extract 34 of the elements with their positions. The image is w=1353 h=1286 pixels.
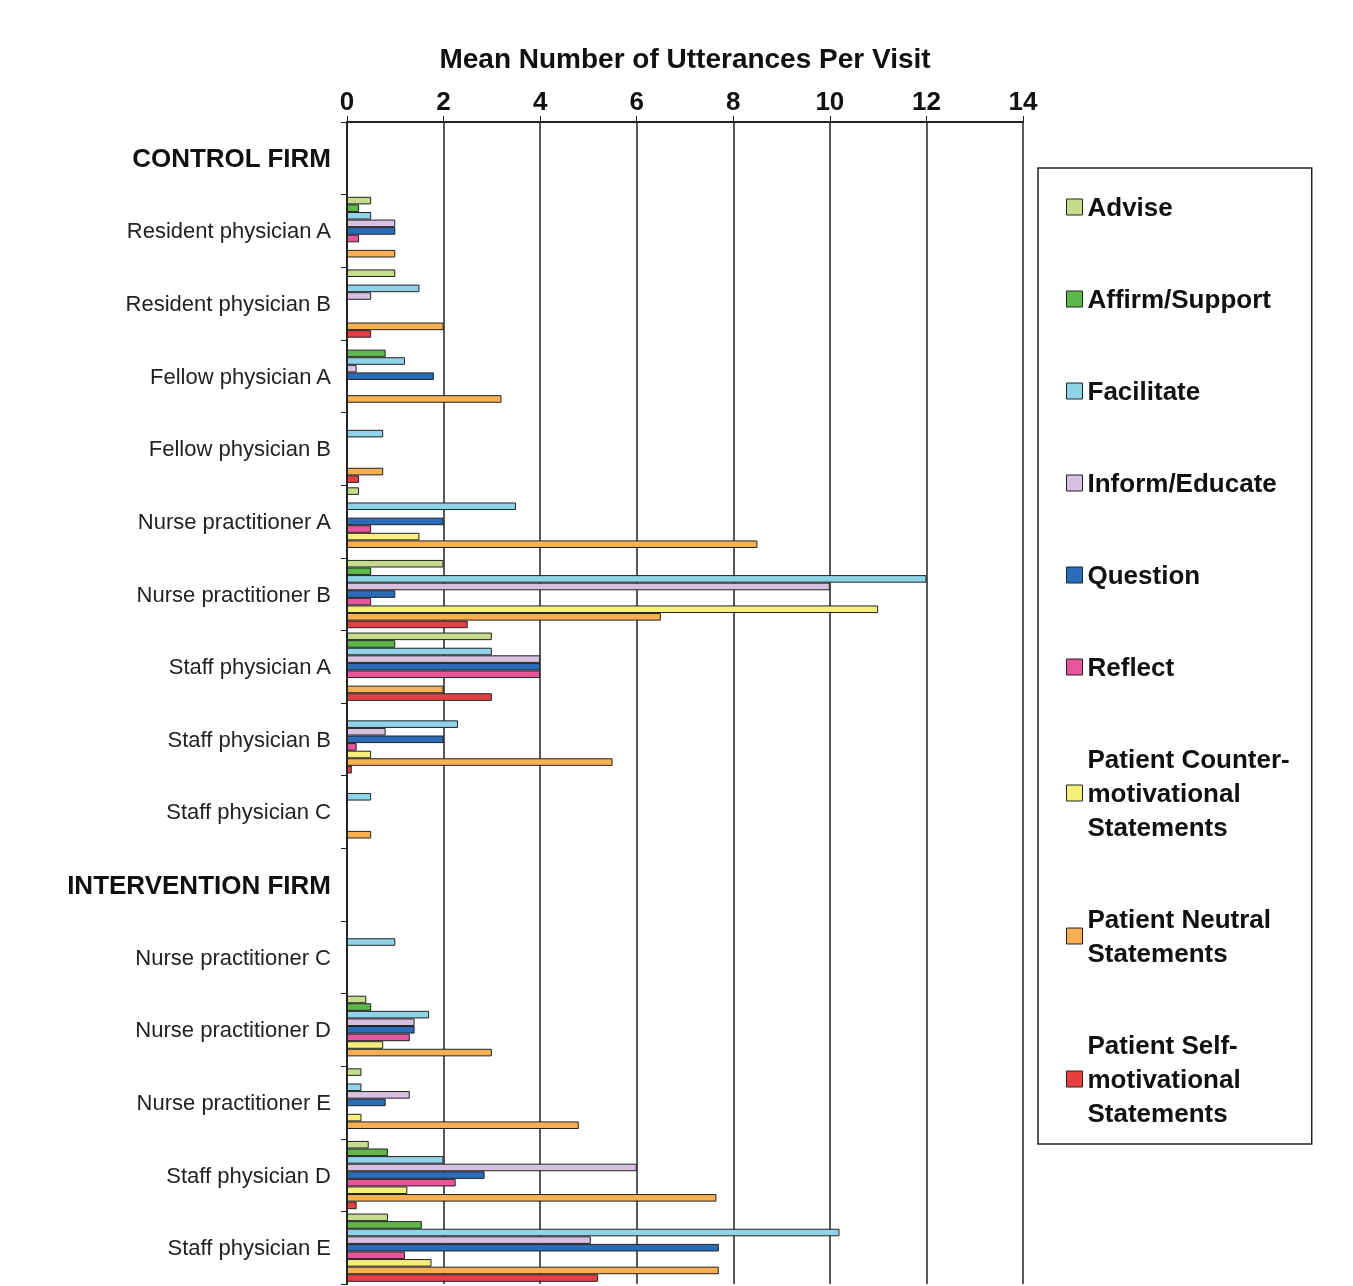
y-tick-label: Staff physician C — [166, 799, 332, 825]
x-tick-label: 2 — [436, 86, 451, 116]
x-axis-title: Mean Number of Utterances Per Visit — [439, 42, 931, 74]
y-tick-label: Fellow physician A — [150, 363, 332, 389]
legend-label: Patient Counter-motivational Statements — [1087, 744, 1290, 842]
legend-label: Affirm/Support — [1087, 284, 1272, 314]
x-tick-label: 10 — [815, 86, 845, 116]
y-tick-label: Nurse practitioner A — [137, 508, 332, 534]
y-tick-label: INTERVENTION FIRM — [67, 869, 331, 900]
y-tick-label: CONTROL FIRM — [132, 143, 331, 174]
y-tick-label: Staff physician B — [167, 726, 331, 752]
legend-label: Question — [1087, 560, 1201, 590]
y-tick-label: Nurse practitioner C — [135, 944, 332, 970]
legend-label: Patient Neutral Statements — [1087, 904, 1271, 968]
x-tick-label: 8 — [726, 86, 741, 116]
legend-label: Inform/Educate — [1087, 468, 1277, 498]
x-tick-label: 6 — [629, 86, 644, 116]
x-tick-label: 12 — [911, 86, 941, 116]
legend-label: Facilitate — [1087, 376, 1201, 406]
x-tick-label: 14 — [1008, 86, 1038, 116]
legend-label: Reflect — [1087, 652, 1175, 682]
x-tick-label: 0 — [339, 86, 355, 116]
legend-label: Advise — [1087, 192, 1173, 222]
y-tick-label: Staff physician E — [167, 1235, 331, 1261]
y-tick-label: Nurse practitioner B — [136, 581, 331, 607]
legend-label: Patient Self-motivational Statements — [1087, 1030, 1241, 1128]
y-tick-label: Nurse practitioner E — [136, 1089, 331, 1115]
y-tick-label: Resident physician B — [125, 291, 331, 317]
y-tick-label: Nurse practitioner D — [135, 1017, 331, 1043]
y-tick-label: Staff physician A — [168, 654, 332, 680]
y-tick-label: Fellow physician B — [148, 436, 331, 462]
y-tick-label: Staff physician D — [166, 1162, 331, 1188]
x-tick-label: 4 — [532, 86, 548, 116]
y-tick-label: Resident physician A — [126, 218, 332, 244]
